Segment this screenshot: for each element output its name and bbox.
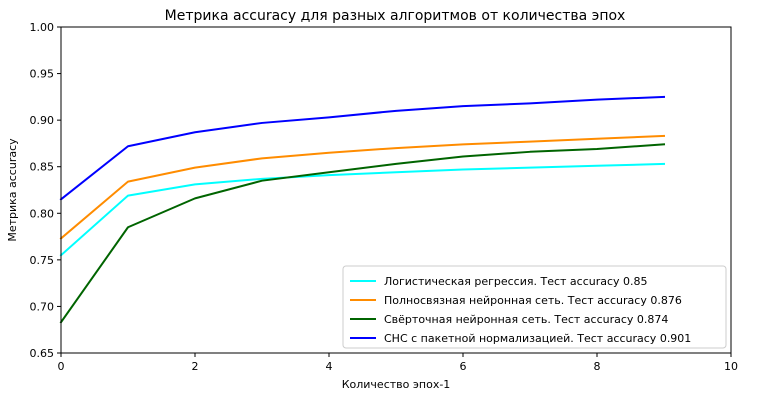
series-line-1 [59,162,666,257]
legend-label-3: Свёрточная нейронная сеть. Тест accuracy… [384,313,668,326]
y-tick-label: 0.80 [30,207,55,220]
legend-label-4: СНС с пакетной нормализацией. Тест accur… [384,332,691,345]
plot-frame [60,26,732,354]
x-tick-label: 0 [58,360,65,373]
series-layer [59,95,666,324]
y-tick-label: 0.75 [30,254,55,267]
series-line-3 [59,143,666,324]
legend-label-1: Логистическая регрессия. Тест accuracy 0… [384,275,648,288]
y-axis: 0.65 0.70 0.75 0.80 0.85 0.90 0.95 1.00 [30,21,61,360]
x-tick-label: 8 [594,360,601,373]
y-tick-label: 0.85 [30,161,55,174]
x-axis: 0 2 4 6 8 10 [58,353,738,373]
legend-box [342,265,727,349]
x-axis-label: Количество эпох-1 [342,378,451,391]
y-tick-label: 0.65 [30,347,55,360]
legend: Логистическая регрессия. Тест accuracy 0… [342,265,727,349]
y-tick-label: 1.00 [30,21,55,34]
legend-label-2: Полносвязная нейронная сеть. Тест accura… [384,294,682,307]
y-tick-label: 0.95 [30,68,55,81]
x-tick-label: 10 [724,360,738,373]
y-axis-label: Метрика accuracy [6,138,19,242]
y-tick-label: 0.70 [30,300,55,313]
chart-title: Метрика accuracy для разных алгоритмов о… [165,8,626,24]
y-tick-label: 0.90 [30,114,55,127]
series-line-2 [59,134,666,240]
x-tick-label: 2 [192,360,199,373]
series-line-4 [59,95,666,201]
x-tick-label: 6 [460,360,467,373]
x-tick-label: 4 [326,360,333,373]
